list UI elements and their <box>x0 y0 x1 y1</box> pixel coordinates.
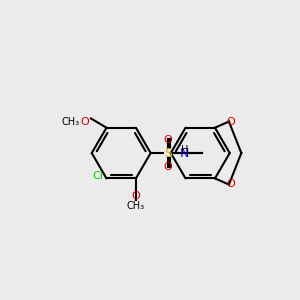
Text: Cl: Cl <box>92 172 104 182</box>
Text: O: O <box>226 179 235 189</box>
Text: CH₃: CH₃ <box>127 201 145 211</box>
Text: O: O <box>226 117 235 127</box>
Text: O: O <box>132 191 140 202</box>
Text: O: O <box>163 161 172 172</box>
Text: O: O <box>81 117 89 127</box>
Text: CH₃: CH₃ <box>62 117 80 127</box>
Text: N: N <box>180 146 189 160</box>
Text: H: H <box>181 145 188 155</box>
Text: S: S <box>164 146 172 160</box>
Text: O: O <box>163 135 172 145</box>
